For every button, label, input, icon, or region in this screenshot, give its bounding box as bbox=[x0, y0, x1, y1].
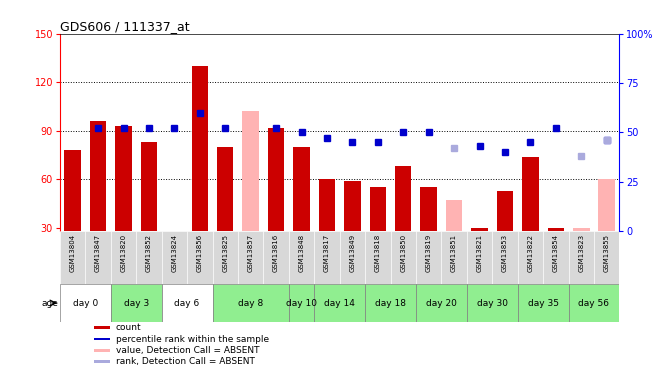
Bar bbox=[517, 284, 569, 322]
Bar bbox=[522, 157, 539, 231]
Bar bbox=[446, 200, 462, 231]
Bar bbox=[594, 231, 619, 284]
Bar bbox=[141, 142, 157, 231]
Bar bbox=[390, 231, 416, 284]
Text: day 14: day 14 bbox=[324, 298, 355, 307]
Bar bbox=[472, 228, 488, 231]
Text: GSM13819: GSM13819 bbox=[426, 234, 432, 272]
Text: GSM13848: GSM13848 bbox=[298, 234, 304, 272]
Bar bbox=[137, 231, 162, 284]
Bar bbox=[192, 66, 208, 231]
Text: day 0: day 0 bbox=[73, 298, 98, 307]
Bar bbox=[217, 147, 234, 231]
Bar bbox=[93, 326, 111, 329]
Bar bbox=[60, 284, 111, 322]
Text: GSM13821: GSM13821 bbox=[476, 234, 483, 272]
Bar bbox=[543, 231, 569, 284]
Bar bbox=[344, 181, 361, 231]
Bar bbox=[314, 231, 340, 284]
Text: GSM13822: GSM13822 bbox=[527, 234, 533, 272]
Text: percentile rank within the sample: percentile rank within the sample bbox=[116, 334, 269, 344]
Bar bbox=[111, 284, 162, 322]
Text: day 8: day 8 bbox=[238, 298, 263, 307]
Bar bbox=[238, 231, 263, 284]
Bar bbox=[395, 166, 412, 231]
Bar bbox=[314, 284, 365, 322]
Bar bbox=[242, 111, 259, 231]
Bar bbox=[569, 284, 619, 322]
Text: GSM13853: GSM13853 bbox=[502, 234, 508, 272]
Bar bbox=[340, 231, 365, 284]
Bar bbox=[517, 231, 543, 284]
Bar bbox=[365, 284, 416, 322]
Bar bbox=[365, 231, 390, 284]
Bar bbox=[187, 231, 212, 284]
Bar bbox=[497, 190, 513, 231]
Bar bbox=[162, 284, 212, 322]
Bar bbox=[268, 128, 284, 231]
Text: GSM13851: GSM13851 bbox=[451, 234, 457, 272]
Bar bbox=[93, 338, 111, 340]
Bar bbox=[162, 231, 187, 284]
Bar bbox=[65, 150, 81, 231]
Text: GSM13825: GSM13825 bbox=[222, 234, 228, 272]
Text: day 18: day 18 bbox=[375, 298, 406, 307]
Bar bbox=[111, 231, 137, 284]
Text: GSM13823: GSM13823 bbox=[578, 234, 584, 272]
Bar bbox=[293, 147, 310, 231]
Text: GSM13816: GSM13816 bbox=[273, 234, 279, 272]
Bar bbox=[90, 121, 107, 231]
Text: age: age bbox=[42, 298, 59, 307]
Text: GSM13804: GSM13804 bbox=[70, 234, 76, 272]
Text: day 56: day 56 bbox=[579, 298, 609, 307]
Text: day 35: day 35 bbox=[527, 298, 559, 307]
Text: GSM13857: GSM13857 bbox=[248, 234, 254, 272]
Bar bbox=[599, 179, 615, 231]
Bar bbox=[263, 231, 289, 284]
Bar bbox=[416, 284, 467, 322]
Text: day 3: day 3 bbox=[124, 298, 149, 307]
Bar bbox=[547, 228, 564, 231]
Bar bbox=[442, 231, 467, 284]
Text: GSM13855: GSM13855 bbox=[603, 234, 609, 272]
Bar bbox=[319, 179, 335, 231]
Bar bbox=[212, 231, 238, 284]
Bar bbox=[93, 360, 111, 363]
Text: GSM13852: GSM13852 bbox=[146, 234, 152, 272]
Bar bbox=[370, 188, 386, 231]
Bar bbox=[93, 349, 111, 352]
Text: GSM13818: GSM13818 bbox=[375, 234, 381, 272]
Text: GSM13847: GSM13847 bbox=[95, 234, 101, 272]
Bar bbox=[115, 126, 132, 231]
Text: GSM13856: GSM13856 bbox=[196, 234, 203, 272]
Text: rank, Detection Call = ABSENT: rank, Detection Call = ABSENT bbox=[116, 357, 255, 366]
Bar bbox=[289, 284, 314, 322]
Bar bbox=[467, 231, 492, 284]
Bar bbox=[85, 231, 111, 284]
Bar bbox=[416, 231, 442, 284]
Bar bbox=[289, 231, 314, 284]
Bar bbox=[420, 188, 437, 231]
Text: value, Detection Call = ABSENT: value, Detection Call = ABSENT bbox=[116, 346, 259, 355]
Text: GDS606 / 111337_at: GDS606 / 111337_at bbox=[60, 20, 190, 33]
Text: GSM13849: GSM13849 bbox=[350, 234, 356, 272]
Text: GSM13854: GSM13854 bbox=[553, 234, 559, 272]
Bar bbox=[60, 231, 85, 284]
Bar bbox=[569, 231, 594, 284]
Text: GSM13850: GSM13850 bbox=[400, 234, 406, 272]
Text: day 6: day 6 bbox=[174, 298, 200, 307]
Text: count: count bbox=[116, 323, 141, 332]
Bar bbox=[212, 284, 289, 322]
Text: day 20: day 20 bbox=[426, 298, 457, 307]
Text: GSM13817: GSM13817 bbox=[324, 234, 330, 272]
Text: day 30: day 30 bbox=[477, 298, 507, 307]
Bar bbox=[492, 231, 517, 284]
Text: GSM13820: GSM13820 bbox=[121, 234, 127, 272]
Text: GSM13824: GSM13824 bbox=[171, 234, 177, 272]
Bar bbox=[467, 284, 517, 322]
Text: day 10: day 10 bbox=[286, 298, 317, 307]
Bar bbox=[573, 228, 589, 231]
